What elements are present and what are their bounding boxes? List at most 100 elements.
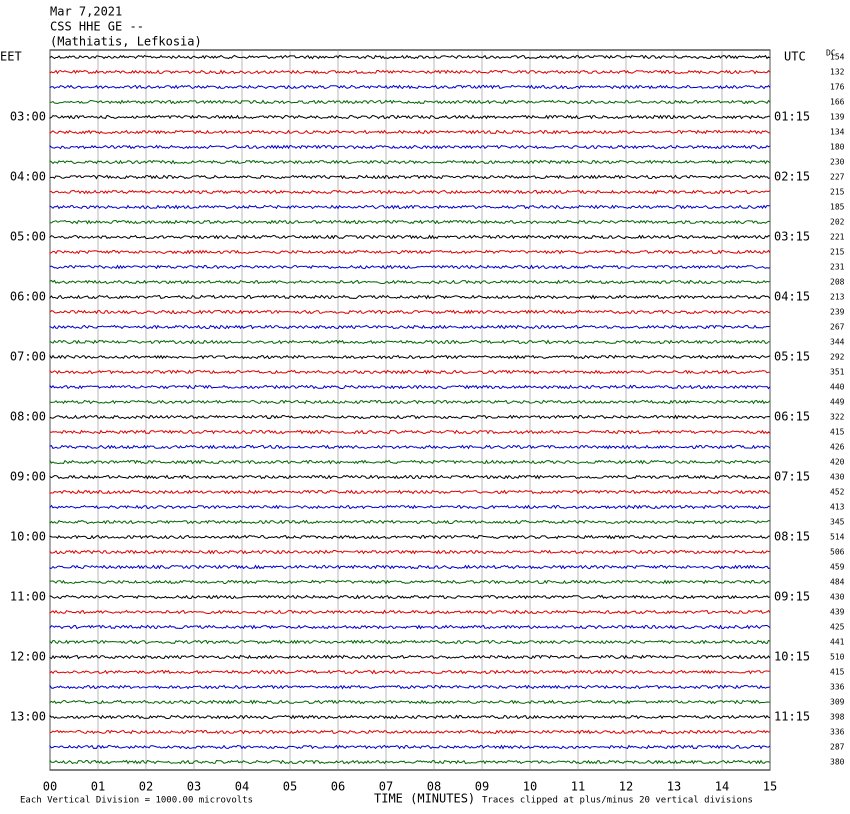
dc-value: 176 [830,83,845,92]
trace [49,474,771,480]
dc-value: 514 [830,533,845,542]
dc-value: 154 [830,53,845,62]
minute-label: 15 [763,780,777,794]
trace [49,144,771,150]
date: Mar 7,2021 [50,5,122,19]
trace [49,684,771,690]
dc-value: 413 [830,503,845,512]
right-hour: 09:15 [774,590,810,604]
left-hour: 07:00 [10,350,46,364]
minute-label: 07 [379,780,393,794]
dc-value: 484 [830,578,845,587]
left-hour: 12:00 [10,650,46,664]
scale-note: Each Vertical Division = 1000.00 microvo… [20,796,253,806]
dc-value: 452 [830,488,845,497]
dc-value: 506 [830,548,845,557]
minute-label: 01 [91,780,105,794]
right-hour: 06:15 [774,410,810,424]
minute-label: 09 [475,780,489,794]
dc-value: 439 [830,608,845,617]
trace [49,549,771,555]
dc-value: 351 [830,368,845,377]
trace [49,249,771,255]
dc-value: 287 [830,743,845,752]
trace [49,444,771,450]
minute-label: 13 [667,780,681,794]
trace [49,564,771,570]
dc-value: 426 [830,443,845,452]
trace [49,369,771,375]
trace [49,654,771,660]
trace [49,339,771,345]
dc-value: 420 [830,458,845,467]
trace [49,159,771,165]
trace [49,519,771,525]
left-hour: 09:00 [10,470,46,484]
dc-value: 215 [830,248,845,257]
minute-label: 11 [571,780,585,794]
trace [49,324,771,330]
dc-title: DC [826,49,836,58]
trace [49,579,771,585]
minute-label: 08 [427,780,441,794]
dc-value: 380 [830,758,845,767]
right-zone: UTC [784,50,806,64]
trace [49,729,771,735]
plot-frame [49,49,771,771]
trace [49,234,771,240]
minute-label: 05 [283,780,297,794]
trace [49,354,771,360]
minute-label: 03 [187,780,201,794]
dc-value: 202 [830,218,845,227]
trace [49,399,771,405]
trace [49,294,771,300]
trace [49,309,771,315]
minute-label: 12 [619,780,633,794]
left-zone: EET [0,50,22,64]
left-hour: 11:00 [10,590,46,604]
dc-value: 230 [830,158,845,167]
trace [49,54,771,60]
axis-title: TIME (MINUTES) [374,792,475,806]
clip-note: Traces clipped at plus/minus 20 vertical… [482,796,753,806]
trace [49,69,771,75]
trace [49,429,771,435]
trace [49,624,771,630]
trace [49,459,771,465]
right-hour: 02:15 [774,170,810,184]
trace [49,174,771,180]
dc-value: 440 [830,383,845,392]
right-hour: 07:15 [774,470,810,484]
trace [49,594,771,600]
minute-label: 06 [331,780,345,794]
dc-value: 344 [830,338,845,347]
station: CSS HHE GE -- [50,20,144,34]
dc-value: 134 [830,128,845,137]
trace [49,669,771,675]
dc-value: 336 [830,683,845,692]
minute-label: 10 [523,780,537,794]
dc-value: 459 [830,563,845,572]
dc-value: 415 [830,428,845,437]
dc-value: 336 [830,728,845,737]
dc-value: 430 [830,473,845,482]
dc-value: 309 [830,698,845,707]
dc-value: 441 [830,638,845,647]
right-hour: 04:15 [774,290,810,304]
right-hour: 01:15 [774,110,810,124]
dc-value: 430 [830,593,845,602]
dc-value: 239 [830,308,845,317]
left-hour: 08:00 [10,410,46,424]
dc-value: 180 [830,143,845,152]
trace [49,759,771,765]
trace [49,639,771,645]
right-hour: 03:15 [774,230,810,244]
dc-value: 139 [830,113,845,122]
trace [49,279,771,285]
minute-label: 00 [43,780,57,794]
trace [49,699,771,705]
left-hour: 13:00 [10,710,46,724]
trace [49,264,771,270]
